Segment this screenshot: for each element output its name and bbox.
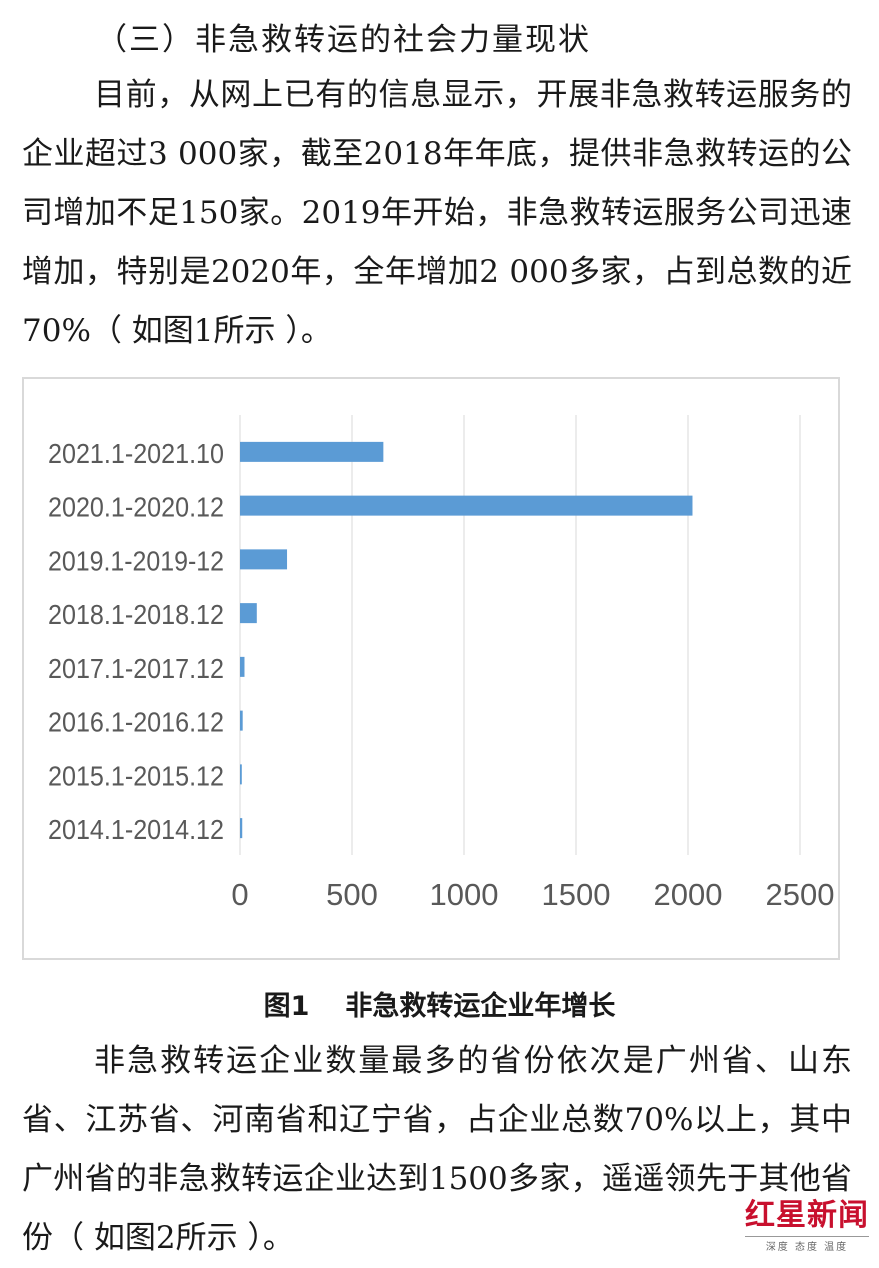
bar	[240, 818, 243, 839]
bar	[240, 710, 243, 731]
paragraph-provinces: 非急救转运企业数量最多的省份依次是广州省、山东省、江苏省、河南省和辽宁省，占企业…	[22, 1043, 852, 1256]
category-label: 2017.1-2017.12	[48, 653, 224, 684]
section-title: （三）非急救转运的社会力量现状	[96, 22, 591, 58]
category-label: 2018.1-2018.12	[48, 599, 224, 630]
bar	[240, 549, 288, 570]
bar	[240, 495, 693, 516]
category-label: 2019.1-2019-12	[48, 545, 224, 576]
paragraph-intro: 目前，从网上已有的信息显示，开展非急救转运服务的企业超过3 000家，截至201…	[22, 77, 852, 349]
x-tick-label: 0	[231, 877, 248, 912]
x-tick-label: 2000	[654, 877, 723, 912]
figure-number: 图1	[263, 991, 310, 1022]
x-tick-label: 2500	[766, 877, 835, 912]
bar	[240, 656, 245, 677]
bar	[240, 764, 242, 785]
watermark-name: 红星新闻	[745, 1198, 869, 1233]
chart-frame: 0 500 1000 1500 2000 2500 2021.1-2021.10 2020.1…	[22, 377, 840, 960]
category-label: 2020.1-2020.12	[48, 492, 224, 523]
figure-title: 非急救转运企业年增长	[345, 991, 616, 1022]
category-label: 2014.1-2014.12	[48, 814, 224, 845]
x-tick-label: 500	[326, 877, 378, 912]
category-label: 2015.1-2015.12	[48, 760, 224, 791]
x-tick-label: 1000	[430, 877, 499, 912]
bar-chart: 0 500 1000 1500 2000 2500 2021.1-2021.10 2020.1…	[48, 415, 835, 912]
bar	[240, 603, 257, 624]
category-label: 2021.1-2021.10	[48, 438, 224, 469]
bar	[240, 441, 384, 462]
x-tick-label: 1500	[542, 877, 611, 912]
category-label: 2016.1-2016.12	[48, 707, 224, 738]
watermark-tagline: 深度 态度 温度	[745, 1236, 869, 1253]
watermark-logo: 红星新闻 深度 态度 温度	[745, 1190, 869, 1253]
figure-caption: 图1 非急救转运企业年增长	[0, 984, 879, 1023]
